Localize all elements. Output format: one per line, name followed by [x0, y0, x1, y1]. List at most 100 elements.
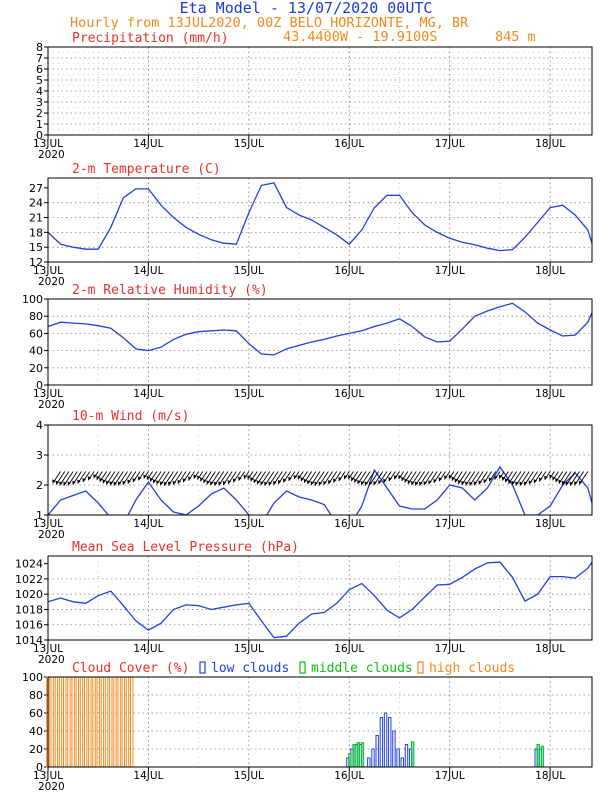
wind-arrow [149, 471, 158, 482]
wind-arrow [443, 471, 451, 480]
cloud-bar [88, 676, 92, 768]
cloud-bar [352, 744, 356, 768]
y-tick-label: 4 [36, 85, 43, 98]
wind-arrow [407, 471, 417, 485]
wind-arrow [494, 471, 501, 480]
x-tick-label: 13JUL [33, 138, 63, 150]
panel-wind: 1 2 3 4 13JUL 14JUL 15JUL 16JUL 17JUL 18JUL 2020 10… [33, 409, 593, 541]
wind-arrow [109, 471, 120, 486]
wind-arrow [465, 471, 476, 486]
wind-arrow [373, 471, 384, 486]
y-tick-label: 0 [36, 129, 43, 142]
wind-arrow [218, 471, 229, 486]
cloud-bar [360, 742, 365, 768]
cloud-bar [367, 757, 371, 768]
panel-frame [47, 177, 593, 263]
cloud-bar [67, 676, 71, 768]
legend-high: high clouds [417, 661, 515, 676]
wind-arrow [448, 471, 455, 480]
x-tick-label: 15JUL [234, 643, 264, 655]
wind-arrow [203, 471, 212, 484]
wind-arrow [227, 471, 237, 485]
wind-arrow [232, 471, 241, 483]
y-tick-label: 60 [29, 707, 43, 720]
x-tick-label: 15JUL [234, 388, 264, 400]
wind-arrow [182, 471, 191, 483]
wind-arrow [368, 471, 379, 486]
wind-arrow [555, 471, 564, 483]
wind-arrow [167, 471, 179, 486]
wind-arrow [343, 471, 350, 480]
y-tick-label: 1 [36, 118, 43, 131]
wind-arrow [105, 471, 116, 485]
wind-arrow [350, 471, 359, 482]
chart-subtitle: Hourly from 13JUL2020, 00Z BELO_HORIZONT… [70, 15, 469, 31]
cloud-bar [63, 676, 67, 768]
wind-arrow [306, 471, 317, 485]
location-coords: 43.4400W - 19.9100S [283, 29, 437, 45]
cloud-bar [348, 753, 352, 768]
x-tick-label: 16JUL [334, 388, 364, 400]
x-tick-label: 14JUL [133, 265, 163, 277]
wind-arrow [327, 471, 338, 485]
wind-arrow [187, 471, 195, 481]
wind-arrow [473, 471, 484, 486]
cloud-bar [113, 676, 117, 768]
wind-arrow [163, 471, 174, 486]
wind-arrow [414, 471, 425, 486]
wind-arrow [247, 471, 254, 480]
wind-arrow [561, 471, 572, 485]
wind-arrow [264, 471, 275, 486]
wind-arrow [93, 471, 99, 479]
cloud-bar [125, 676, 130, 768]
wind-arrow [303, 471, 313, 484]
wind-arrow [401, 471, 409, 482]
cloud-bar [58, 676, 63, 768]
wind-arrow [193, 471, 200, 479]
y-tick-label: 1022 [15, 573, 43, 586]
y-tick-label: 2 [36, 107, 43, 120]
cloud-bar [371, 748, 375, 768]
x-tick-label: 14JUL [133, 770, 163, 782]
wind-arrow [282, 471, 292, 483]
panel-title: Mean Sea Level Pressure (hPa) [72, 540, 299, 555]
wind-arrow [501, 471, 509, 481]
x-year-label: 2020 [38, 399, 65, 411]
cloud-bar [117, 676, 121, 768]
wind-arrow [393, 471, 400, 480]
cloud-bar [383, 712, 388, 768]
y-tick-label: 20 [29, 362, 43, 375]
wind-arrow [52, 471, 61, 484]
series-line [48, 302, 592, 356]
wind-arrow [398, 471, 405, 480]
cloud-bar [356, 742, 360, 768]
legend-swatch [299, 661, 306, 674]
cloud-bar [75, 676, 79, 768]
x-tick-label: 13JUL [33, 770, 63, 782]
wind-arrow [260, 471, 271, 486]
wind-arrow [250, 471, 258, 482]
wind-arrow [113, 471, 124, 486]
x-tick-label: 15JUL [234, 138, 264, 150]
wind-arrow [137, 471, 145, 481]
x-tick-label: 13JUL [33, 518, 63, 530]
wind-arrow [63, 471, 74, 486]
cloud-bar [109, 676, 113, 768]
cloud-bar [375, 735, 379, 768]
wind-arrow [383, 471, 392, 484]
y-tick-label: 21 [29, 212, 43, 225]
y-tick-label: 100 [22, 293, 43, 306]
cloud-bar [129, 676, 134, 768]
wind-arrow [558, 471, 568, 484]
x-tick-label: 18JUL [535, 643, 565, 655]
wind-arrow [199, 471, 208, 482]
x-year-label: 2020 [38, 529, 65, 541]
cloud-bar [83, 676, 88, 768]
wind-arrow [353, 471, 363, 483]
cloud-bar [100, 676, 105, 768]
wind-arrow [538, 471, 547, 482]
wind-arrow [177, 471, 187, 484]
y-tick-label: 4 [36, 419, 43, 432]
